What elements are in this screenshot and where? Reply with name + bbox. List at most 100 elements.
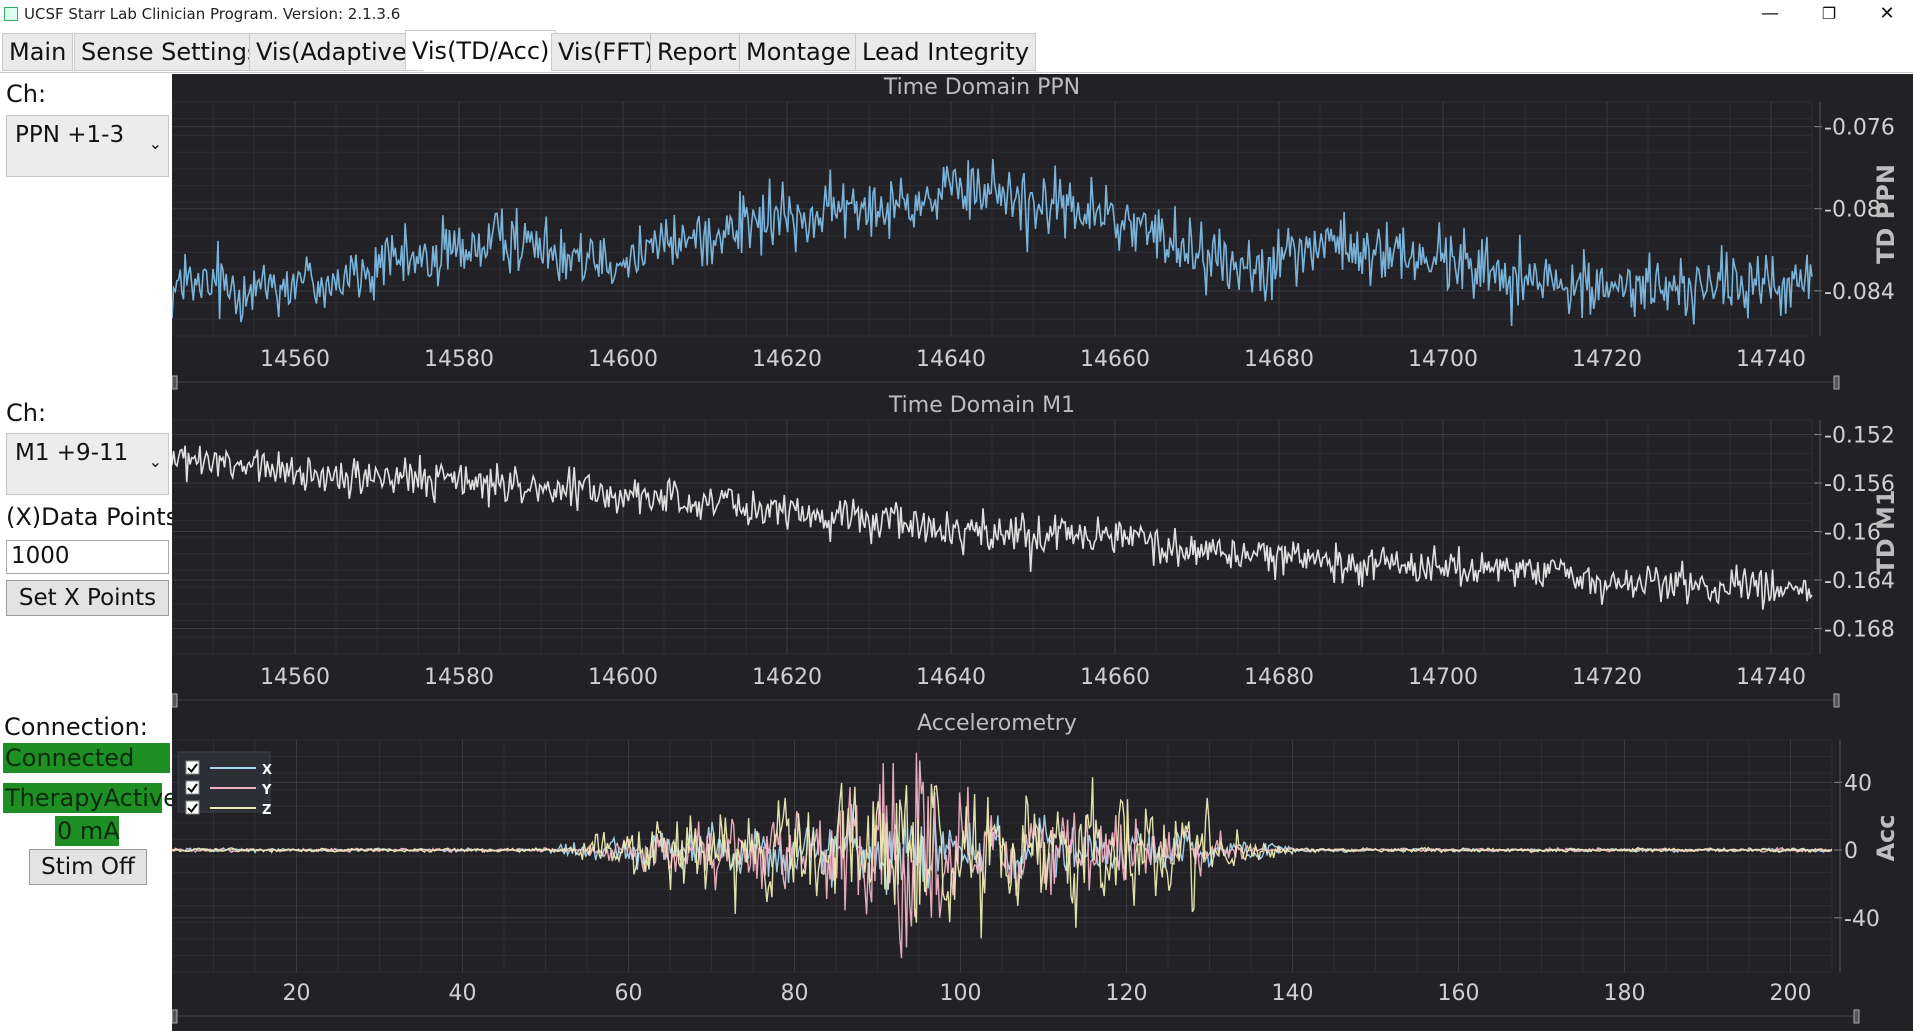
y-tick-label: -0.164 — [1824, 569, 1895, 594]
m1-series-line — [172, 445, 1813, 610]
td-m1-chart: Time Domain M1 14560 14580 14600 14620 14640 1… — [172, 393, 1900, 708]
ch1-label: Ch: — [6, 80, 47, 108]
close-button[interactable]: ✕ — [1879, 3, 1895, 24]
y-tick-label: -0.084 — [1824, 280, 1895, 305]
x-tick-label: 14600 — [588, 665, 658, 690]
tab-lead-integrity[interactable]: Lead Integrity — [855, 33, 1037, 71]
tab-report[interactable]: Report — [650, 33, 744, 71]
y-tick-label: -0.168 — [1824, 618, 1895, 643]
x-tick-label: 14660 — [1080, 665, 1150, 690]
ch1-select[interactable]: PPN +1-3 ⌄ — [6, 115, 169, 177]
x-tick-label: 20 — [283, 981, 311, 1006]
x-tick-label: 14580 — [424, 665, 494, 690]
x-tick-label: 14600 — [588, 347, 658, 372]
x-tick-label: 14720 — [1572, 665, 1642, 690]
legend-checkbox — [185, 780, 200, 795]
legend-label: Z — [262, 803, 271, 818]
scroll-handle-right — [1833, 375, 1840, 390]
stim-amplitude: 0 mA — [55, 816, 120, 846]
scroll-handle-right — [1853, 1009, 1860, 1024]
x-tick-label: 14680 — [1244, 665, 1314, 690]
tab-main[interactable]: Main — [2, 33, 74, 71]
connection-label: Connection: — [4, 713, 148, 741]
ch1-value: PPN +1-3 — [15, 122, 125, 148]
control-sidebar: Ch: PPN +1-3 ⌄ Ch: M1 +9-11 ⌄ (X)Data Po… — [0, 73, 186, 1031]
x-tick-label: 180 — [1604, 981, 1646, 1006]
grid — [172, 101, 1813, 337]
y-tick-label: -0.152 — [1824, 424, 1895, 449]
y-axis-label: Acc — [1872, 814, 1900, 861]
minimize-button[interactable]: — — [1761, 3, 1779, 24]
grid — [172, 419, 1813, 655]
therapy-status: TherapyActive — [3, 783, 178, 813]
set-x-points-button[interactable]: Set X Points — [6, 580, 169, 616]
legend-label: X — [262, 763, 272, 778]
y-tick-label: -0.08 — [1824, 198, 1881, 223]
plot-td-m1[interactable]: Time Domain M1 14560 14580 14600 14620 14640 1… — [172, 392, 1913, 710]
acc-series-z — [172, 777, 1833, 939]
ppn-series-line — [172, 158, 1813, 327]
y-tick-label: -0.16 — [1824, 521, 1881, 546]
x-data-points-input[interactable]: 1000 — [6, 540, 169, 574]
x-tick-label: 60 — [615, 981, 643, 1006]
ch2-select[interactable]: M1 +9-11 ⌄ — [6, 433, 169, 495]
x-tick-label: 14660 — [1080, 347, 1150, 372]
x-data-points-label: (X)Data Points: — [6, 503, 187, 531]
x-tick-label: 14620 — [752, 347, 822, 372]
chart-title: Time Domain PPN — [883, 75, 1080, 100]
y-tick-label: -40 — [1844, 907, 1880, 932]
scroll-handle-right — [1833, 693, 1840, 708]
x-tick-label: 14560 — [260, 347, 330, 372]
y-tick-label: 0 — [1844, 839, 1858, 864]
td-ppn-chart: Time Domain PPN 14560 14580 14600 14620 14640… — [172, 75, 1900, 390]
chart-title: Time Domain M1 — [888, 393, 1075, 418]
tab-bar: Main Sense Settings Vis(Adaptive) Vis(TD… — [0, 30, 1913, 73]
scroll-handle-left — [172, 375, 178, 390]
x-tick-label: 14620 — [752, 665, 822, 690]
x-tick-label: 14740 — [1736, 665, 1806, 690]
tab-vis-adaptive[interactable]: Vis(Adaptive) — [249, 33, 424, 71]
app-icon — [4, 7, 18, 21]
x-tick-label: 40 — [449, 981, 477, 1006]
x-tick-label: 14700 — [1408, 347, 1478, 372]
x-tick-label: 14740 — [1736, 347, 1806, 372]
tab-montage[interactable]: Montage — [739, 33, 858, 71]
x-tick-label: 14560 — [260, 665, 330, 690]
y-tick-label: 40 — [1844, 771, 1872, 796]
x-tick-label: 14720 — [1572, 347, 1642, 372]
connection-status: Connected — [3, 743, 170, 773]
legend-checkbox — [185, 800, 200, 815]
acc-legend: XYZ — [177, 751, 272, 818]
check-icon — [187, 803, 198, 814]
accelerometry-chart: Accelerometry 20 40 60 80 100 120 140 160 180 200 4… — [172, 711, 1900, 1024]
chevron-down-icon: ⌄ — [148, 452, 162, 471]
title-bar: UCSF Starr Lab Clinician Program. Versio… — [0, 0, 1913, 30]
scroll-handle-left — [172, 693, 178, 708]
x-tick-label: 140 — [1272, 981, 1314, 1006]
x-tick-label: 14640 — [916, 665, 986, 690]
ch2-value: M1 +9-11 — [15, 440, 129, 466]
stim-off-button[interactable]: Stim Off — [29, 849, 147, 885]
y-tick-label: -0.076 — [1824, 116, 1895, 141]
y-axis-label: TD PPN — [1872, 164, 1900, 264]
tab-vis-td-acc[interactable]: Vis(TD/Acc) — [405, 30, 557, 70]
tab-sense-settings[interactable]: Sense Settings — [74, 33, 267, 71]
window-title: UCSF Starr Lab Clinician Program. Versio… — [24, 5, 401, 23]
x-tick-label: 14580 — [424, 347, 494, 372]
plot-accelerometry[interactable]: Accelerometry 20 40 60 80 100 120 140 160 180 200 4… — [172, 710, 1913, 1031]
check-icon — [187, 783, 198, 794]
check-icon — [187, 763, 198, 774]
tab-vis-fft[interactable]: Vis(FFT) — [551, 33, 661, 71]
x-tick-label: 14680 — [1244, 347, 1314, 372]
scroll-handle-left — [172, 1009, 178, 1024]
maximize-button[interactable]: ❐ — [1821, 4, 1837, 23]
legend-checkbox — [185, 760, 200, 775]
x-tick-label: 14640 — [916, 347, 986, 372]
y-tick-label: -0.156 — [1824, 472, 1895, 497]
ch2-label: Ch: — [6, 399, 47, 427]
plot-td-ppn[interactable]: Time Domain PPN 14560 14580 14600 14620 14640… — [172, 74, 1913, 392]
x-tick-label: 200 — [1770, 981, 1812, 1006]
x-tick-label: 160 — [1438, 981, 1480, 1006]
chevron-down-icon: ⌄ — [148, 134, 162, 153]
x-tick-label: 14700 — [1408, 665, 1478, 690]
